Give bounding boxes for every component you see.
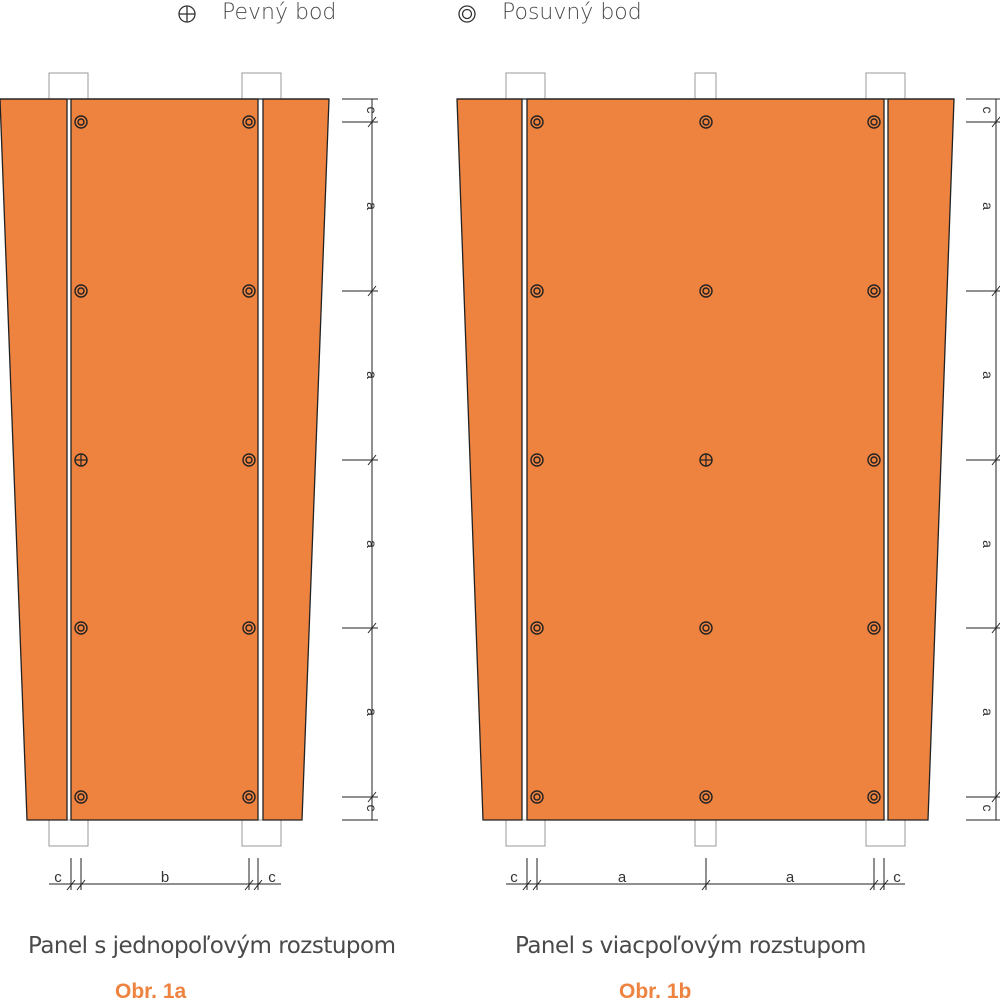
support-post <box>48 819 89 847</box>
fixed-point-legend-icon <box>178 5 196 23</box>
left-neighbor-panel <box>456 98 523 821</box>
support-post <box>694 819 717 847</box>
right-neighbor-panel <box>262 98 330 821</box>
dim-label-a: a <box>364 540 380 548</box>
support-post <box>694 72 717 100</box>
support-post <box>241 72 282 100</box>
dim-label-a: a <box>980 371 996 379</box>
dim-label-a: a <box>364 202 380 210</box>
dim-label-b: b <box>161 869 169 886</box>
figure-1b: c a a a a c c a a c <box>456 72 1000 891</box>
horizontal-dimension <box>506 858 905 891</box>
left-neighbor-panel <box>0 98 68 821</box>
dim-label-c: c <box>364 805 380 812</box>
figure-1a-label: Obr. 1a <box>115 980 187 1003</box>
sliding-point-legend-icon <box>458 5 476 23</box>
fixed-point <box>74 453 88 467</box>
figure-1b-label: Obr. 1b <box>619 980 692 1003</box>
support-post <box>505 72 546 100</box>
dim-label-a: a <box>980 202 996 210</box>
figure-1a-caption: Panel s jednopoľovým rozstupom <box>28 933 396 959</box>
dim-label-c: c <box>364 107 380 114</box>
dim-label-a: a <box>786 869 795 886</box>
dim-label-a: a <box>364 371 380 379</box>
dim-label-a: a <box>980 540 996 548</box>
fixed-point <box>699 453 713 467</box>
support-post <box>241 819 282 847</box>
dim-label-c: c <box>980 805 996 812</box>
dim-label-c: c <box>268 869 276 886</box>
support-post <box>48 72 89 100</box>
dim-label-a: a <box>618 869 627 886</box>
horizontal-dimension <box>49 858 281 891</box>
main-panel <box>70 98 259 821</box>
vertical-dimension <box>342 98 378 821</box>
dim-label-c: c <box>893 869 901 886</box>
fixed-point-legend-label: Pevný bod <box>222 0 337 25</box>
support-post <box>505 819 546 847</box>
right-neighbor-panel <box>887 98 955 821</box>
sliding-point-legend-label: Posuvný bod <box>502 0 642 25</box>
dim-label-c: c <box>980 107 996 114</box>
support-post <box>865 72 906 100</box>
dim-label-a: a <box>980 708 996 716</box>
vertical-dimension <box>966 98 1000 821</box>
figure-1a: c a a a a c c b c <box>0 72 380 891</box>
dim-label-c: c <box>510 869 518 886</box>
dim-label-a: a <box>364 708 380 716</box>
figure-1b-caption: Panel s viacpoľovým rozstupom <box>515 933 866 959</box>
support-post <box>865 819 906 847</box>
dim-label-c: c <box>54 869 62 886</box>
